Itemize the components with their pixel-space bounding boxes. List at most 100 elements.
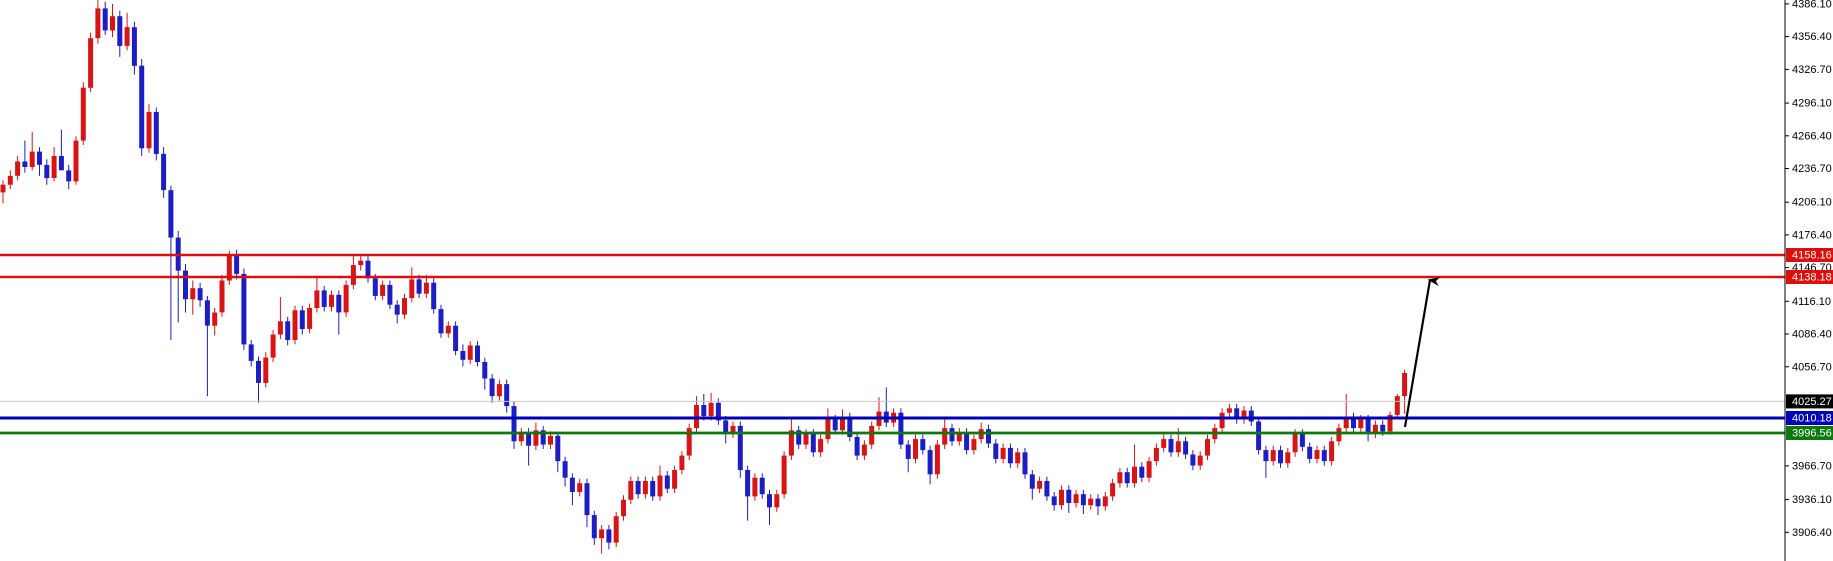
candle-bullish (781, 451, 787, 499)
axis-tick-label: 4236.70 (1792, 163, 1832, 175)
candle-bearish (299, 305, 305, 335)
axis-tick-label: 3966.70 (1792, 460, 1832, 472)
candle-bullish (956, 428, 962, 446)
candle-bullish (1102, 492, 1108, 511)
candle-bearish (1190, 450, 1196, 470)
candle-bearish (650, 476, 656, 501)
candle-bearish (482, 357, 488, 390)
candle-bearish (511, 401, 517, 449)
candle-bearish (504, 379, 510, 413)
candle-bearish (489, 374, 495, 403)
price-tag-label: 4010.18 (1792, 413, 1832, 425)
candle-bearish (898, 408, 904, 449)
candle-bullish (7, 170, 13, 190)
candle-bearish (387, 280, 393, 310)
axis-tick-label: 4086.40 (1792, 329, 1832, 341)
candle-bearish (745, 465, 751, 521)
candle-bullish (1088, 494, 1094, 510)
candle-bearish (767, 489, 772, 525)
axis-tick-label: 3906.40 (1792, 527, 1832, 539)
price-tag-label: 3996.56 (1792, 428, 1832, 440)
candle-bearish (1139, 462, 1145, 483)
price-tag-label: 4138.18 (1792, 272, 1832, 284)
axis-tick-label: 4176.40 (1792, 229, 1832, 241)
projection-arrow[interactable] (1403, 277, 1441, 428)
candle-bearish (372, 273, 378, 301)
candle-bearish (336, 290, 342, 335)
candle-bullish (263, 352, 269, 388)
candle-bearish (1256, 417, 1262, 455)
candle-bullish (1132, 444, 1137, 488)
candle-bearish (256, 356, 261, 403)
axis-tick-label: 4386.10 (1792, 0, 1832, 10)
candle-bearish (723, 416, 729, 444)
candle-bearish (1321, 445, 1327, 466)
candle-bullish (380, 280, 386, 301)
candle-bullish (1372, 420, 1378, 438)
candle-bearish (1029, 470, 1035, 500)
candle-bullish (788, 419, 794, 461)
candle-bullish (73, 136, 79, 185)
candle-bullish (124, 12, 130, 51)
candle-bearish (905, 440, 911, 473)
candle-bearish (438, 304, 444, 338)
candle-bullish (934, 440, 940, 479)
candle-bullish (219, 275, 225, 317)
candle-bearish (701, 394, 707, 421)
candle-bullish (1205, 434, 1210, 461)
price-tag-label: 4025.27 (1792, 396, 1832, 408)
candle-bearish (759, 473, 765, 499)
candle-bearish (796, 425, 802, 449)
candle-bullish (869, 421, 875, 449)
candle-bearish (66, 164, 72, 190)
candle-bullish (971, 434, 977, 455)
candle-bullish (913, 434, 918, 464)
candle-bearish (58, 129, 64, 171)
candle-bearish (1080, 489, 1086, 514)
candle-bullish (409, 267, 415, 303)
candle-bearish (131, 21, 137, 75)
candle-bullish (1110, 478, 1116, 501)
candle-bullish (730, 421, 736, 438)
candle-bearish (321, 286, 327, 312)
candle-bullish (270, 330, 276, 362)
candle-bullish (292, 305, 298, 345)
price-tag-support-line-green: 3996.56 (1786, 426, 1833, 440)
candle-bearish (606, 525, 612, 550)
candle-bullish (88, 32, 94, 93)
candle-bullish (876, 397, 882, 431)
candle-bullish (577, 478, 583, 497)
axis-tick-label: 4326.70 (1792, 64, 1832, 76)
candle-bearish (1066, 485, 1072, 513)
candle-bullish (672, 465, 678, 494)
axis-tick-label: 4206.10 (1792, 197, 1832, 209)
candle-bullish (1000, 443, 1006, 464)
candle-bearish (1007, 443, 1013, 468)
candle-bearish (1307, 442, 1313, 464)
candle-bearish (117, 10, 123, 57)
candle-bearish (1124, 467, 1130, 488)
candle-bearish (1248, 406, 1254, 426)
candle-bullish (533, 422, 539, 451)
candle-bearish (1263, 445, 1269, 478)
candle-bearish (365, 256, 371, 283)
candle-bullish (752, 473, 758, 501)
candle-bullish (1117, 467, 1123, 488)
candle-bullish (1343, 394, 1349, 433)
candle-bullish (1153, 443, 1159, 466)
candle-bullish (146, 104, 152, 153)
candle-bearish (635, 476, 641, 499)
candle-bearish (737, 421, 743, 478)
axis-tick-label: 4056.70 (1792, 361, 1832, 373)
candle-bullish (1197, 451, 1203, 470)
axis-tick-label: 4296.10 (1792, 98, 1832, 110)
candle-bearish (1351, 412, 1356, 433)
candle-bearish (569, 473, 575, 506)
candle-bullish (350, 255, 356, 290)
candle-bearish (883, 387, 889, 427)
candle-bullish (423, 275, 429, 299)
candle-bearish (139, 59, 145, 156)
candle-bullish (1241, 406, 1247, 424)
candle-bullish (1394, 394, 1400, 420)
candle-bullish (29, 131, 35, 171)
